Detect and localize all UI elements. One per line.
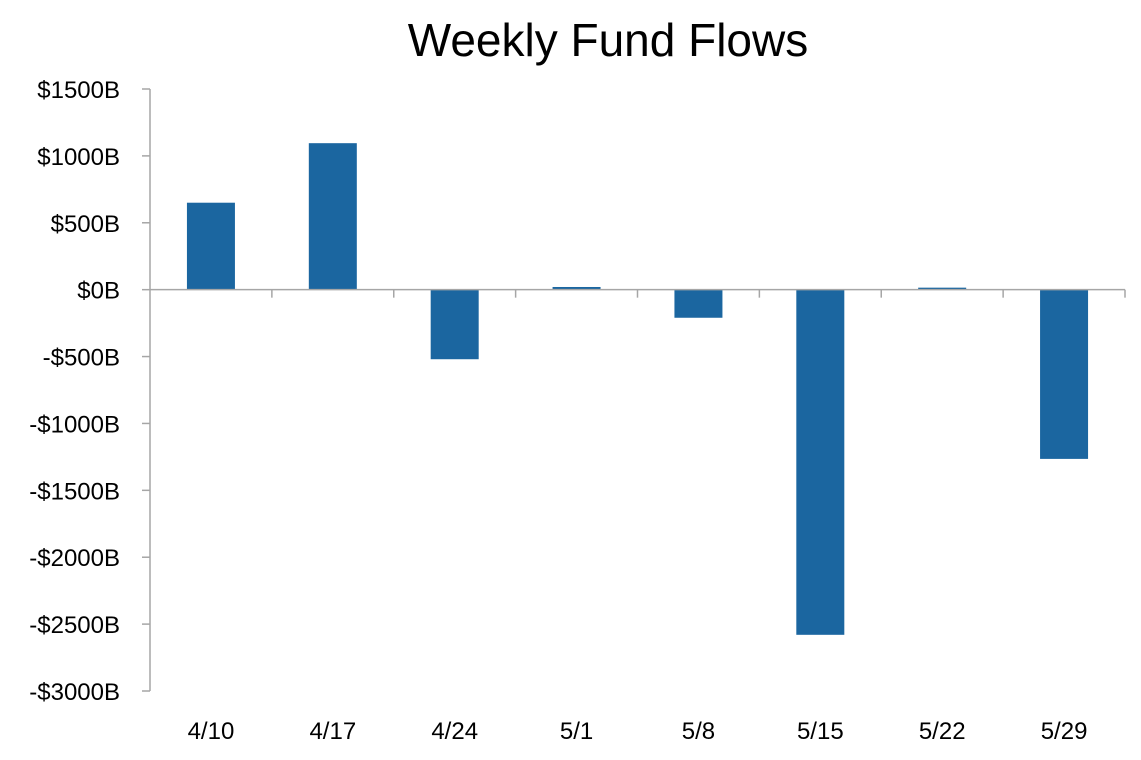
y-axis: $1500B $1000B $500B $0B -$500B -$1000B -$1500B… (29, 77, 151, 706)
x-tick-label: 4/17 (309, 718, 356, 745)
y-tick-label: $1500B (37, 77, 120, 104)
y-tick-label: -$1000B (29, 411, 120, 438)
bar (674, 289, 723, 318)
x-tick-label: 5/22 (919, 718, 966, 745)
y-tick-label: -$2500B (29, 612, 120, 639)
x-tick-label: 5/15 (797, 718, 844, 745)
bar (1040, 289, 1089, 459)
bar (186, 202, 235, 290)
x-axis: 4/10 4/17 4/24 5/1 5/8 5/15 5/22 5/29 (150, 288, 1126, 745)
bar (552, 286, 601, 290)
x-tick-label: 4/24 (431, 718, 478, 745)
y-tick-label: -$3000B (29, 679, 120, 706)
bar (430, 289, 479, 360)
bars (186, 143, 1089, 635)
bar (918, 287, 967, 290)
y-tick-label: $500B (51, 211, 120, 238)
x-tick-label: 5/8 (682, 718, 715, 745)
bar (796, 289, 845, 635)
bar (308, 143, 357, 290)
y-tick-label: -$500B (43, 345, 120, 372)
y-tick-label: $1000B (37, 144, 120, 171)
y-tick-label: -$2000B (29, 545, 120, 572)
x-tick-label: 5/29 (1041, 718, 1088, 745)
y-tick-label: -$1500B (29, 478, 120, 505)
x-tick-label: 4/10 (188, 718, 235, 745)
chart-title: Weekly Fund Flows (408, 14, 809, 66)
y-tick-label: $0B (77, 278, 120, 305)
x-tick-label: 5/1 (560, 718, 593, 745)
